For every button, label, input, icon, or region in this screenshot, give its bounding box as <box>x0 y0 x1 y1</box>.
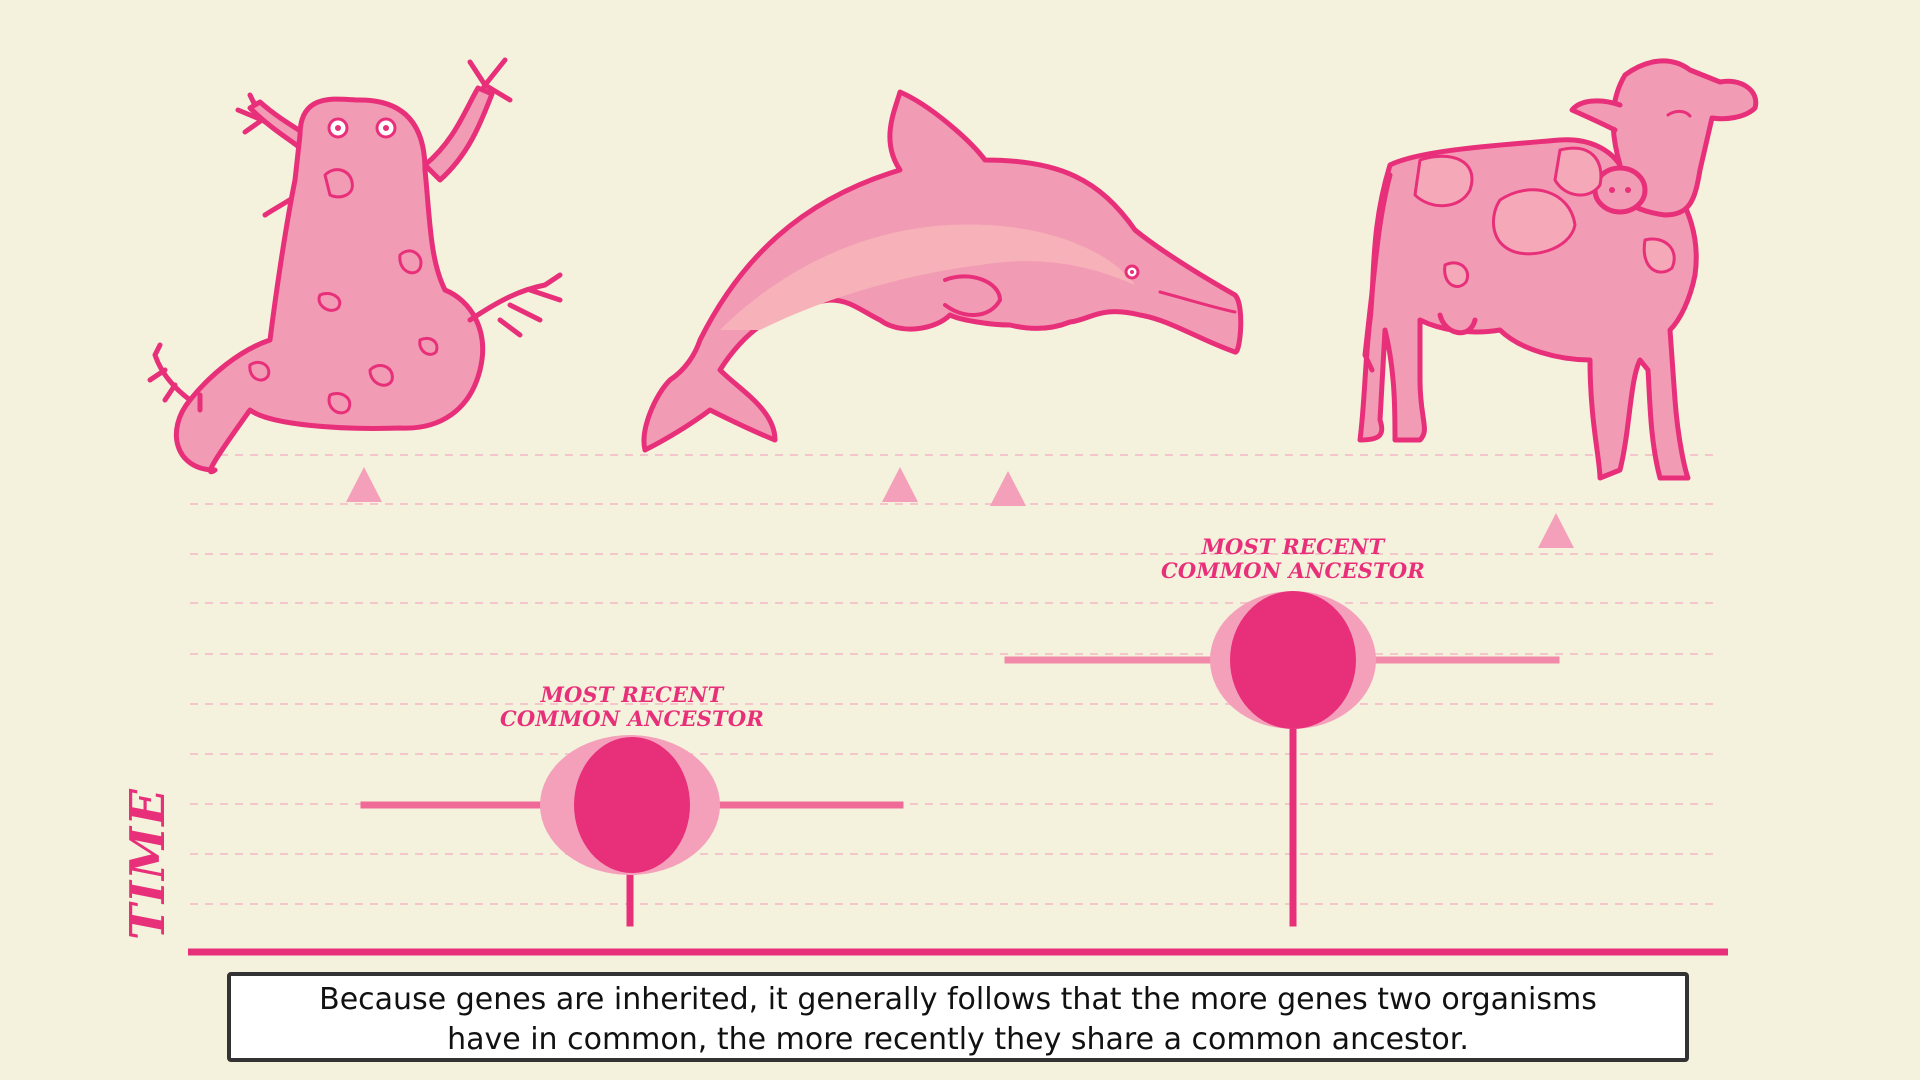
frog-arrow <box>346 467 382 502</box>
mrca-label-frog-dolphin: MOST RECENT COMMON ANCESTOR <box>462 683 802 731</box>
mrca-label-line1: MOST RECENT <box>1201 534 1385 559</box>
frog-icon <box>147 57 563 475</box>
ancestor-node-frog-dolphin <box>540 735 720 875</box>
mrca-label-dolphin-cow: MOST RECENT COMMON ANCESTOR <box>1123 535 1463 583</box>
caption-line2: have in common, the more recently they s… <box>447 1022 1469 1057</box>
time-gridlines <box>190 454 1720 905</box>
caption-box: Because genes are inherited, it generall… <box>227 972 1689 1062</box>
mrca-label-line2: COMMON ANCESTOR <box>1160 558 1426 583</box>
mrca-label-line2: COMMON ANCESTOR <box>499 706 765 731</box>
dolphin-arrow-2 <box>990 471 1026 506</box>
caption-line1: Because genes are inherited, it generall… <box>319 982 1597 1017</box>
time-axis-label: TIME <box>120 788 176 940</box>
cow-arrow <box>1538 513 1574 548</box>
ancestor-node-dolphin-cow <box>1210 591 1376 729</box>
cow-icon <box>1357 58 1759 481</box>
dolphin-arrow <box>882 467 918 502</box>
dolphin-icon <box>641 89 1244 453</box>
mrca-label-line1: MOST RECENT <box>540 682 724 707</box>
arrowheads <box>346 467 1574 548</box>
